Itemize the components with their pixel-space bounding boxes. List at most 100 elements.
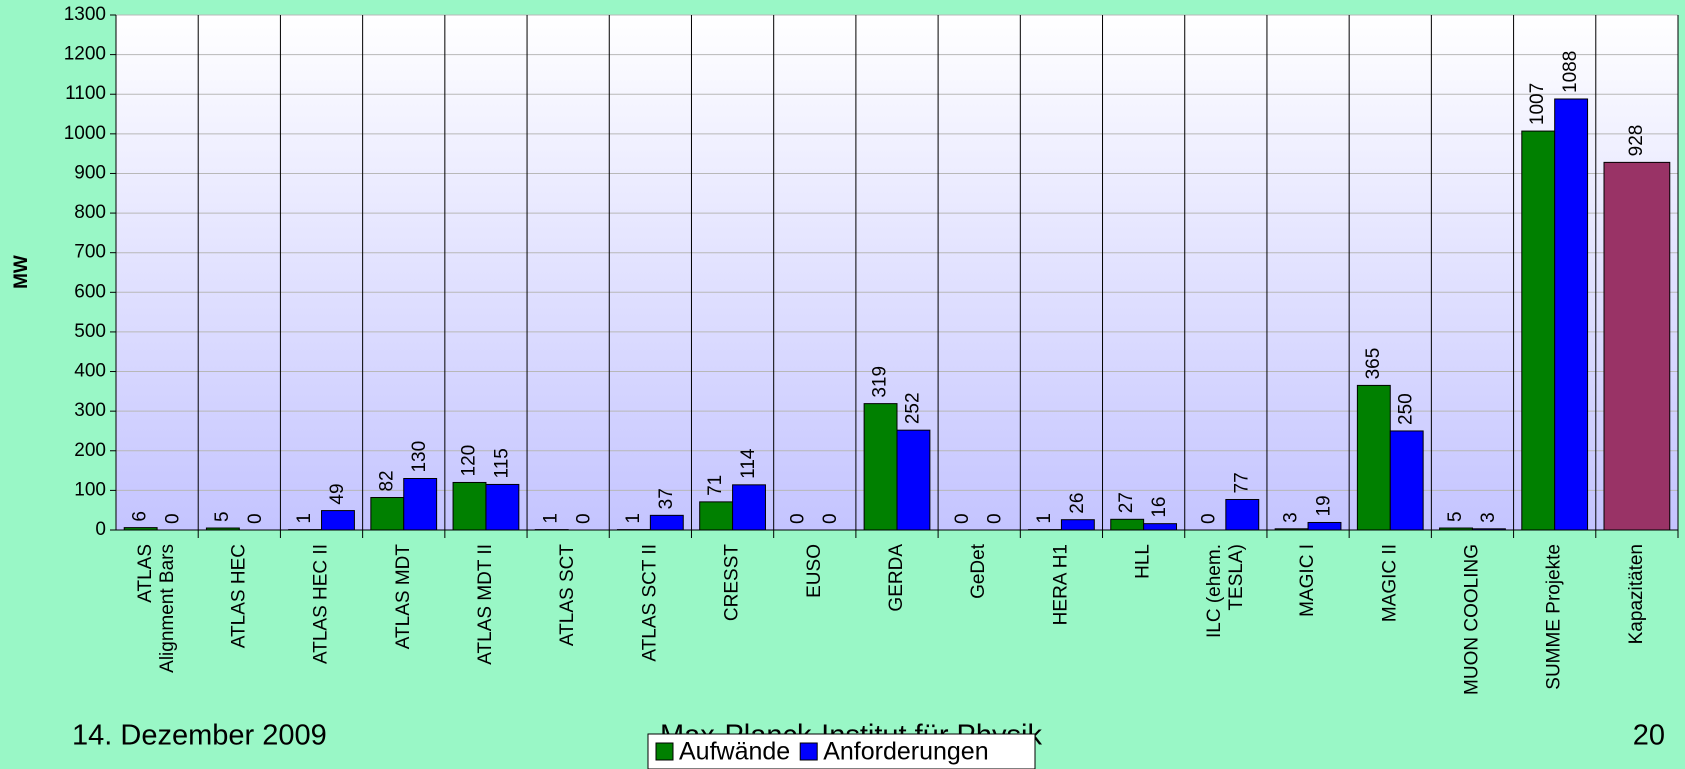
data-label: 0 — [245, 513, 266, 524]
data-label: 928 — [1626, 125, 1647, 157]
data-label: 19 — [1314, 495, 1335, 516]
data-label: 0 — [820, 513, 841, 524]
data-label: 27 — [1116, 492, 1137, 513]
data-label: 0 — [985, 513, 1006, 524]
y-tick-label: 100 — [74, 479, 106, 500]
bar — [321, 510, 355, 531]
bar — [403, 478, 438, 531]
bar — [1521, 130, 1556, 531]
bar — [1439, 527, 1473, 531]
bar — [485, 483, 520, 531]
data-label: 0 — [952, 513, 973, 524]
data-label: 26 — [1067, 493, 1088, 514]
y-tick-label: 1300 — [64, 4, 106, 25]
bar — [1225, 498, 1260, 531]
data-label: 16 — [1149, 497, 1170, 518]
data-label: 115 — [491, 448, 512, 478]
data-label: 250 — [1396, 393, 1417, 425]
y-tick-label: 600 — [74, 281, 106, 302]
legend-label: Aufwände — [679, 738, 790, 766]
data-label: 1 — [1034, 513, 1055, 524]
x-tick-label: GERDA — [886, 544, 907, 612]
x-tick-label: MAGIC II — [1379, 544, 1400, 622]
bar — [1110, 518, 1145, 531]
x-tick-label: TESLA) — [1226, 544, 1247, 611]
bar — [732, 484, 766, 531]
y-tick-label: 200 — [74, 440, 106, 461]
x-tick-label: ATLAS MDT — [393, 544, 414, 650]
x-tick-label: HLL — [1133, 544, 1154, 579]
data-label: 37 — [656, 488, 677, 509]
data-label: 5 — [212, 511, 233, 522]
x-tick-label: EUSO — [804, 544, 825, 598]
x-tick-label: CRESST — [722, 544, 743, 621]
data-label: 1 — [294, 513, 315, 524]
x-tick-label: MAGIC I — [1297, 544, 1318, 617]
x-tick-label: MUON COOLING — [1461, 544, 1482, 695]
data-label: 1 — [541, 513, 562, 524]
data-label: 252 — [902, 392, 923, 424]
x-tick-label: ATLAS HEC — [228, 544, 249, 648]
bar — [896, 429, 931, 531]
data-label: 319 — [870, 366, 891, 398]
data-label: 0 — [1198, 513, 1219, 524]
x-tick-label: HERA H1 — [1050, 544, 1071, 625]
bar — [699, 501, 734, 531]
x-tick-label: ATLAS HEC II — [311, 544, 332, 664]
y-axis-label: MW — [11, 255, 32, 289]
y-tick-label: 800 — [74, 202, 106, 223]
x-tick-label: GeDet — [968, 543, 989, 599]
bar — [1307, 521, 1342, 531]
data-label: 130 — [409, 441, 430, 473]
data-label: 82 — [376, 470, 397, 491]
x-tick-label: ILC (ehem. — [1204, 544, 1225, 638]
bar — [452, 481, 487, 531]
footer-date: 14. Dezember 2009 — [72, 720, 327, 752]
y-tick-label: 0 — [95, 519, 106, 540]
legend-swatch — [799, 742, 818, 761]
data-label: 0 — [163, 513, 184, 524]
data-label: 49 — [327, 483, 348, 504]
data-label: 114 — [738, 448, 759, 479]
bar — [205, 527, 240, 531]
x-tick-label: ATLAS MDT II — [475, 544, 496, 665]
bar — [370, 497, 405, 531]
data-label: 71 — [705, 475, 726, 496]
y-tick-label: 1100 — [65, 83, 106, 104]
data-label: 120 — [459, 445, 480, 477]
bar — [1143, 523, 1178, 531]
x-tick-label: SUMME Projekte — [1544, 544, 1565, 690]
y-tick-label: 1000 — [64, 123, 106, 144]
bar — [1389, 430, 1424, 531]
y-tick-label: 1200 — [64, 44, 106, 65]
bar — [1603, 161, 1671, 531]
data-label: 365 — [1363, 348, 1384, 380]
data-label: 3 — [1281, 512, 1302, 523]
data-label: 0 — [574, 513, 595, 524]
data-label: 77 — [1231, 472, 1252, 493]
legend-swatch — [655, 742, 674, 761]
data-label: 1007 — [1527, 83, 1548, 125]
bar — [1471, 528, 1506, 531]
x-tick-label: ATLAS — [135, 544, 156, 603]
y-tick-label: 300 — [74, 400, 106, 421]
data-label: 0 — [787, 513, 808, 524]
bar — [1356, 384, 1391, 531]
y-tick-label: 500 — [74, 321, 106, 342]
data-label: 5 — [1445, 511, 1466, 522]
data-label: 1 — [623, 513, 644, 524]
data-label: 3 — [1478, 512, 1499, 523]
bar — [1274, 528, 1309, 531]
footer-page: 20 — [1633, 720, 1665, 752]
data-label: 6 — [130, 511, 151, 522]
data-label: 1088 — [1560, 51, 1581, 93]
x-tick-label: Kapazitäten — [1626, 544, 1647, 644]
x-tick-label: ATLAS SCT — [557, 544, 578, 646]
y-tick-label: 400 — [74, 361, 106, 382]
legend-box — [647, 733, 1036, 769]
x-tick-label: ATLAS SCT II — [639, 544, 660, 662]
bar — [863, 403, 898, 531]
bar — [649, 514, 684, 531]
bar — [1060, 519, 1095, 531]
